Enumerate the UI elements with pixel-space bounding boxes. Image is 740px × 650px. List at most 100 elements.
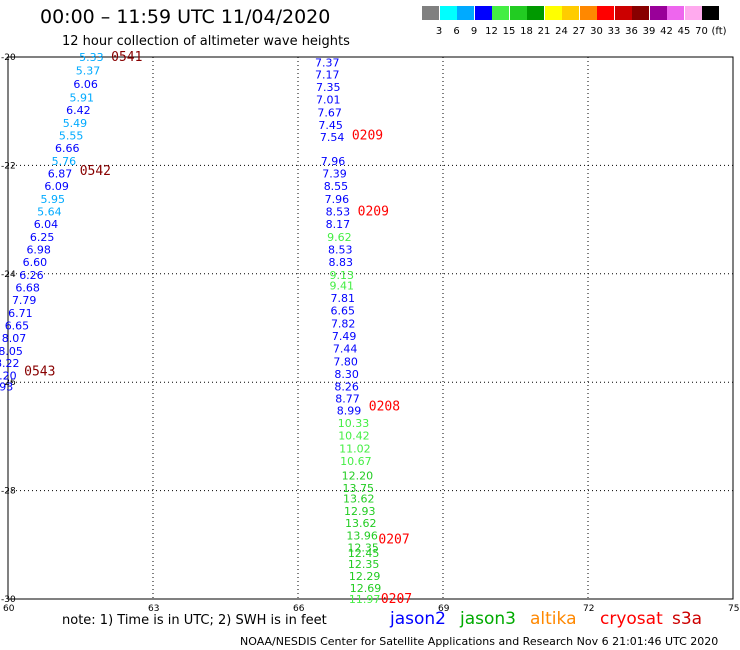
lat-tick-label: -30 [1, 595, 16, 605]
wave-height-value: 8.05 [0, 345, 23, 358]
wave-height-value: 7.01 [316, 93, 341, 106]
wave-height-value: 10.33 [338, 417, 370, 430]
pass-time-label: 0541 [111, 50, 142, 65]
wave-height-value: 12.69 [350, 582, 382, 595]
legend-swatch [422, 6, 439, 20]
wave-height-value: 7.44 [333, 343, 358, 356]
wave-height-value: 5.76 [52, 155, 76, 168]
wave-height-value: 11.02 [339, 442, 371, 455]
wave-height-value: 7.80 [333, 356, 358, 369]
wave-height-value: 5.49 [63, 117, 87, 130]
legend-swatch [544, 6, 562, 20]
legend-label: 15 [502, 26, 516, 37]
pass-time-label: 0542 [80, 164, 111, 179]
wave-height-value: 8.83 [329, 256, 354, 269]
wave-height-value: 6.42 [66, 104, 91, 117]
wave-height-value: 7.37 [315, 56, 340, 69]
wave-height-value: 10.42 [338, 429, 370, 442]
lon-tick-label: 63 [148, 604, 159, 614]
legend-swatch [614, 6, 632, 20]
wave-height-value: 8.53 [326, 205, 351, 218]
legend-label: 45 [677, 26, 691, 37]
wave-height-value: 7.79 [12, 294, 37, 307]
wave-height-value: 5.64 [37, 205, 62, 218]
legend-label: (ft) [711, 26, 727, 37]
wave-height-value: 9.62 [327, 231, 352, 244]
wave-height-value: 7.81 [330, 292, 355, 305]
wave-height-value: 12.45 [348, 547, 380, 560]
wave-height-value: 13.75 [343, 482, 375, 495]
legend-swatch [562, 6, 579, 20]
wave-height-value: 7.45 [318, 119, 343, 132]
lat-tick-label: -26 [1, 378, 16, 388]
legend-label: 3 [435, 26, 443, 37]
legend-label: 36 [625, 26, 638, 37]
legend-label: 27 [572, 26, 586, 37]
wave-height-value: 7.96 [325, 193, 350, 206]
wave-height-value: 6.65 [5, 319, 30, 332]
legend-swatch [702, 6, 719, 20]
legend-label: 70 [695, 26, 708, 37]
wave-height-value: 9.41 [330, 280, 355, 293]
legend-label: 9 [470, 26, 478, 37]
legend-swatch [632, 6, 649, 20]
lon-tick-label: 72 [583, 604, 594, 614]
wave-height-value: 6.04 [34, 218, 59, 231]
wave-height-value: 7.54 [320, 131, 345, 144]
wave-height-value: 7.67 [317, 106, 342, 119]
legend-swatch [439, 6, 457, 20]
legend-swatch [527, 6, 544, 20]
wave-height-value: 7.82 [331, 318, 356, 331]
legend-swatch [667, 6, 684, 20]
wave-height-value: 8.99 [337, 404, 362, 417]
wave-height-value: 5.33 [79, 51, 104, 64]
legend-swatch [474, 6, 492, 20]
legend-label: 24 [555, 26, 568, 37]
legend-swatch [684, 6, 702, 20]
wave-height-value: 6.26 [19, 269, 44, 282]
wave-height-value: 8.30 [334, 368, 359, 381]
wave-height-value: 8.17 [326, 218, 351, 231]
legend-label: 33 [607, 26, 621, 37]
legend-swatch [509, 6, 527, 20]
lon-tick-label: 60 [3, 604, 15, 614]
wave-height-value: 6.25 [30, 231, 55, 244]
wave-height-value: 6.65 [330, 305, 355, 318]
legend-label: 18 [520, 26, 533, 37]
legend-label: 6 [453, 26, 460, 37]
wave-height-value: 6.71 [8, 307, 33, 320]
wave-height-value: 7.35 [316, 81, 341, 94]
pass-time-label: 0209 [352, 129, 383, 144]
map-frame [7, 56, 734, 600]
wave-height-value: 13.96 [346, 530, 378, 543]
wave-height-value: 9.13 [330, 269, 355, 282]
map-subtitle: 12 hour collection of altimeter wave hei… [62, 34, 350, 49]
wave-height-value: 5.95 [40, 193, 65, 206]
wave-height-value: 8.77 [335, 392, 360, 405]
wave-height-value: 7.17 [315, 68, 340, 81]
pass-time-label: 0207 [378, 532, 409, 547]
sat-jason3-label: jason3 [460, 609, 516, 629]
wave-height-value: 12.29 [349, 570, 381, 583]
legend-label: 12 [485, 26, 498, 37]
wave-height-value: 8.22 [0, 357, 20, 370]
wave-height-value: 7.39 [322, 168, 347, 181]
wave-height-value: 11.97 [349, 593, 381, 606]
sat-s3a-label: s3a [672, 609, 703, 629]
legend-swatch [579, 6, 597, 20]
wave-height-value: 12.93 [344, 505, 376, 518]
wave-height-value: 6.66 [55, 142, 80, 155]
wave-height-value: 6.06 [73, 78, 98, 91]
lat-tick-label: -28 [1, 487, 16, 497]
legend-label: 21 [537, 26, 551, 37]
wave-height-value: 8.55 [324, 180, 349, 193]
wave-height-value: 6.09 [44, 180, 68, 193]
wave-height-value: 8.26 [334, 381, 359, 394]
credit-line: NOAA/NESDIS Center for Satellite Applica… [240, 635, 719, 648]
wave-height-value: 7.96 [321, 155, 346, 168]
legend-label: 39 [642, 26, 656, 37]
wave-height-value: 8.53 [328, 243, 353, 256]
wave-height-value: 8.07 [2, 332, 27, 345]
wave-height-value: 5.37 [76, 65, 101, 78]
